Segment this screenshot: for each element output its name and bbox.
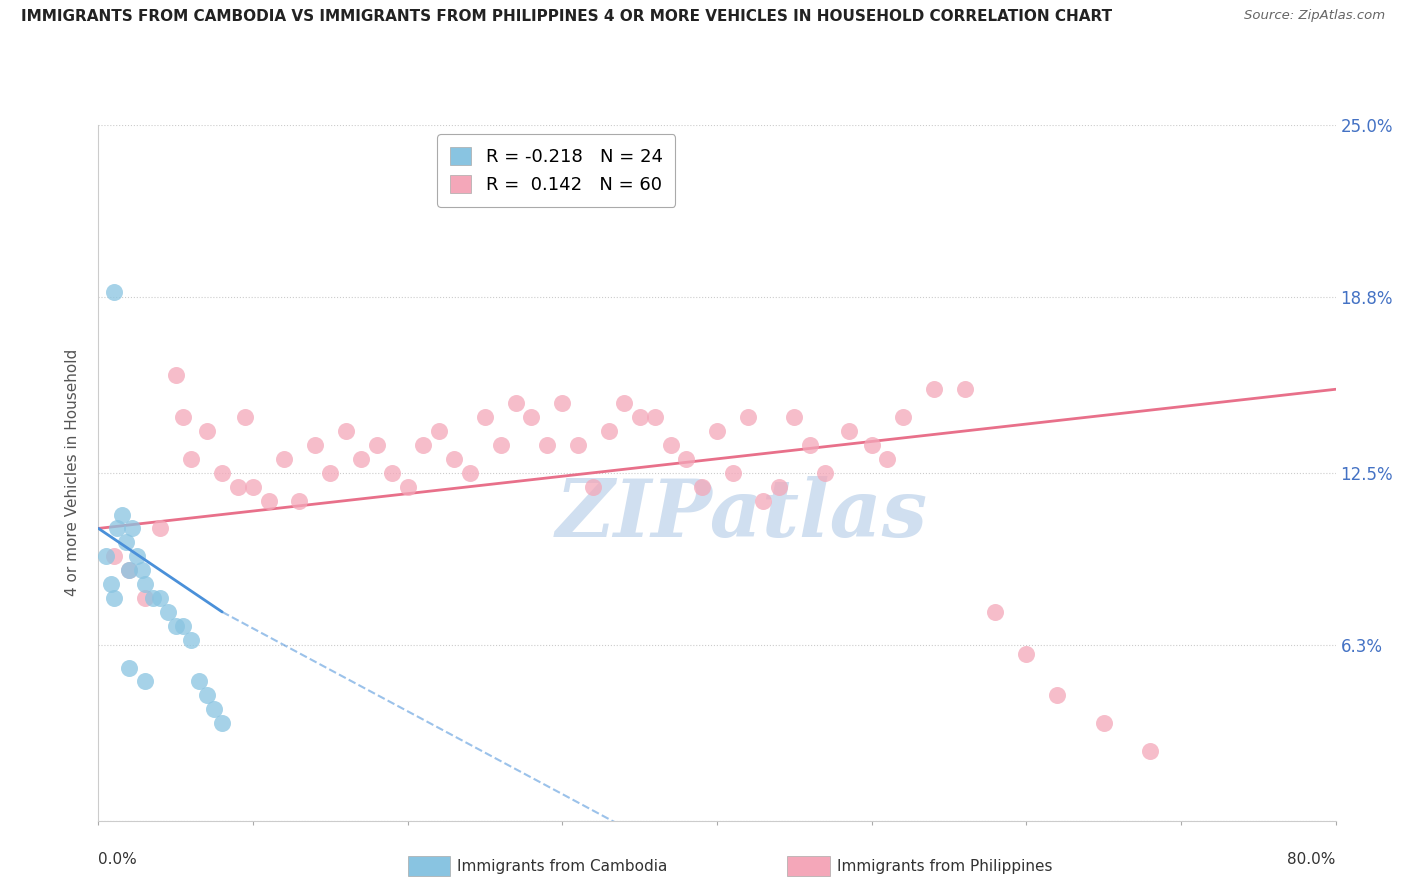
Point <box>134 577 156 591</box>
Point <box>768 480 790 494</box>
Point <box>752 493 775 508</box>
Point <box>134 591 156 605</box>
Point <box>180 632 202 647</box>
Point <box>412 438 434 452</box>
Point <box>180 451 202 466</box>
Point <box>613 396 636 410</box>
Point <box>165 619 187 633</box>
Point <box>105 521 128 535</box>
Text: Immigrants from Philippines: Immigrants from Philippines <box>837 859 1052 873</box>
Point <box>96 549 118 564</box>
Point <box>953 382 976 396</box>
Point <box>118 660 141 674</box>
Point <box>891 410 914 425</box>
Point <box>319 466 342 480</box>
Point <box>876 451 898 466</box>
Point <box>149 521 172 535</box>
Point <box>188 674 211 689</box>
Point <box>984 605 1007 619</box>
Point <box>783 410 806 425</box>
Point <box>860 438 883 452</box>
Point <box>118 563 141 577</box>
Point <box>121 521 143 535</box>
Text: IMMIGRANTS FROM CAMBODIA VS IMMIGRANTS FROM PHILIPPINES 4 OR MORE VEHICLES IN HO: IMMIGRANTS FROM CAMBODIA VS IMMIGRANTS F… <box>21 9 1112 24</box>
Point <box>427 424 450 438</box>
Point <box>242 480 264 494</box>
Text: 0.0%: 0.0% <box>98 852 138 867</box>
Point <box>922 382 945 396</box>
Point <box>142 591 165 605</box>
Point <box>838 424 860 438</box>
Point <box>100 577 122 591</box>
Point <box>814 466 837 480</box>
Point <box>628 410 651 425</box>
Point <box>350 451 373 466</box>
Point <box>706 424 728 438</box>
Point <box>257 493 280 508</box>
Point <box>675 451 697 466</box>
Point <box>520 410 543 425</box>
Point <box>211 466 233 480</box>
Point <box>211 716 233 731</box>
Point <box>443 451 465 466</box>
Y-axis label: 4 or more Vehicles in Household: 4 or more Vehicles in Household <box>65 349 80 597</box>
Point <box>118 563 141 577</box>
Point <box>458 466 481 480</box>
Point <box>111 508 134 522</box>
Point <box>157 605 180 619</box>
Point <box>1046 689 1069 703</box>
Point <box>1139 744 1161 758</box>
Point <box>598 424 620 438</box>
Point <box>115 535 138 549</box>
Text: Immigrants from Cambodia: Immigrants from Cambodia <box>457 859 668 873</box>
Point <box>737 410 759 425</box>
Point <box>396 480 419 494</box>
Point <box>288 493 311 508</box>
Point <box>582 480 605 494</box>
Point <box>226 480 249 494</box>
Point <box>536 438 558 452</box>
Point <box>505 396 527 410</box>
Point <box>304 438 326 452</box>
Point <box>474 410 496 425</box>
Text: ZIPatlas: ZIPatlas <box>555 475 928 553</box>
Point <box>131 563 153 577</box>
Point <box>173 619 195 633</box>
Point <box>149 591 172 605</box>
Point <box>103 549 125 564</box>
Point <box>173 410 195 425</box>
Point <box>381 466 404 480</box>
Point <box>273 451 295 466</box>
Point <box>235 410 257 425</box>
Point <box>799 438 821 452</box>
Point <box>690 480 713 494</box>
Point <box>366 438 388 452</box>
Point <box>165 368 187 383</box>
Point <box>103 285 125 299</box>
Point <box>489 438 512 452</box>
Point <box>551 396 574 410</box>
Point <box>204 702 226 716</box>
Point <box>644 410 666 425</box>
Point <box>127 549 149 564</box>
Point <box>1092 716 1115 731</box>
Text: 80.0%: 80.0% <box>1288 852 1336 867</box>
Point <box>103 591 125 605</box>
Point <box>567 438 589 452</box>
Point <box>195 424 218 438</box>
Point <box>721 466 744 480</box>
Text: Source: ZipAtlas.com: Source: ZipAtlas.com <box>1244 9 1385 22</box>
Point <box>134 674 156 689</box>
Point <box>1015 647 1038 661</box>
Point <box>195 689 218 703</box>
Point <box>659 438 682 452</box>
Legend: R = -0.218   N = 24, R =  0.142   N = 60: R = -0.218 N = 24, R = 0.142 N = 60 <box>437 134 675 207</box>
Point <box>335 424 357 438</box>
